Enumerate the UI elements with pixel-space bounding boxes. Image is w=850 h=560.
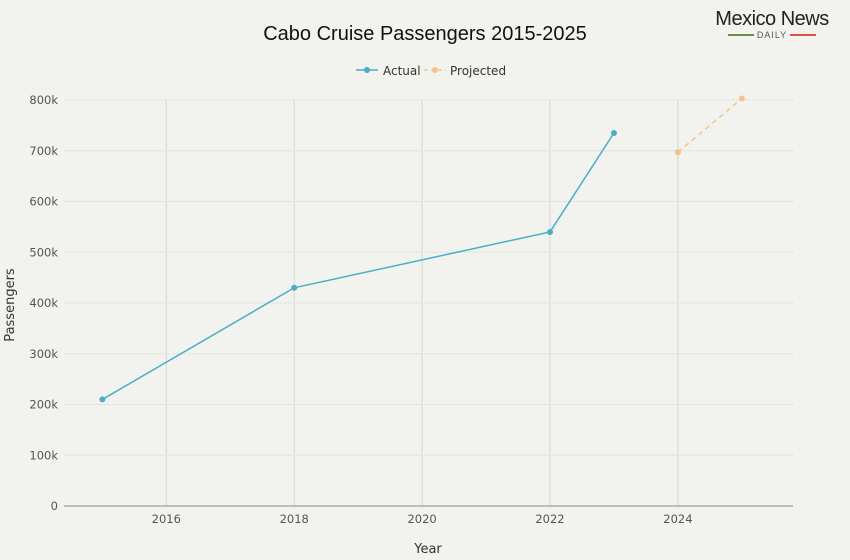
y-tick-label: 600k [29, 195, 58, 209]
legend-item-projected[interactable]: Projected [424, 64, 506, 78]
legend-item-actual[interactable]: Actual [356, 64, 421, 78]
x-tick-label: 2018 [280, 512, 309, 526]
data-point-actual [610, 129, 617, 136]
y-tick-label: 300k [29, 347, 58, 361]
legend: Actual Projected [356, 64, 506, 78]
y-tick-label: 500k [29, 245, 58, 259]
chart-title: Cabo Cruise Passengers 2015-2025 [263, 23, 587, 45]
publisher-logo: Mexico News DAILY [706, 8, 838, 40]
grid [64, 99, 793, 506]
y-tick-labels: 0 100k 200k 300k 400k 500k 600k 700k 800k [29, 93, 58, 513]
legend-projected-label: Projected [450, 64, 506, 78]
legend-actual-label: Actual [383, 64, 421, 78]
y-tick-label: 100k [29, 448, 58, 462]
series-layer [99, 95, 745, 403]
logo-sub: DAILY [756, 30, 788, 40]
data-point-actual [99, 396, 106, 403]
x-axis-label: Year [413, 542, 442, 557]
data-point-projected [738, 95, 745, 102]
data-point-actual [291, 284, 298, 291]
x-tick-labels: 2016 2018 2020 2022 2024 [152, 512, 693, 526]
y-tick-label: 200k [29, 398, 58, 412]
x-tick-label: 2024 [663, 512, 692, 526]
logo-name: Mexico News [715, 8, 829, 30]
y-tick-label: 800k [29, 93, 58, 107]
x-tick-label: 2020 [407, 512, 436, 526]
data-point-projected [674, 149, 681, 156]
logo-line-left [727, 34, 754, 36]
x-tick-label: 2016 [152, 512, 181, 526]
y-tick-label: 700k [29, 144, 58, 158]
y-tick-label: 0 [51, 499, 58, 513]
data-point-actual [547, 228, 553, 235]
series-line-actual [101, 132, 615, 401]
x-tick-label: 2022 [535, 512, 564, 526]
legend-projected-swatch-dot [432, 67, 438, 73]
legend-actual-swatch-dot [364, 67, 370, 73]
series-line-projected [677, 97, 743, 153]
y-tick-label: 400k [29, 296, 58, 310]
y-axis-label: Passengers [3, 268, 18, 342]
logo-line-right [790, 34, 817, 36]
